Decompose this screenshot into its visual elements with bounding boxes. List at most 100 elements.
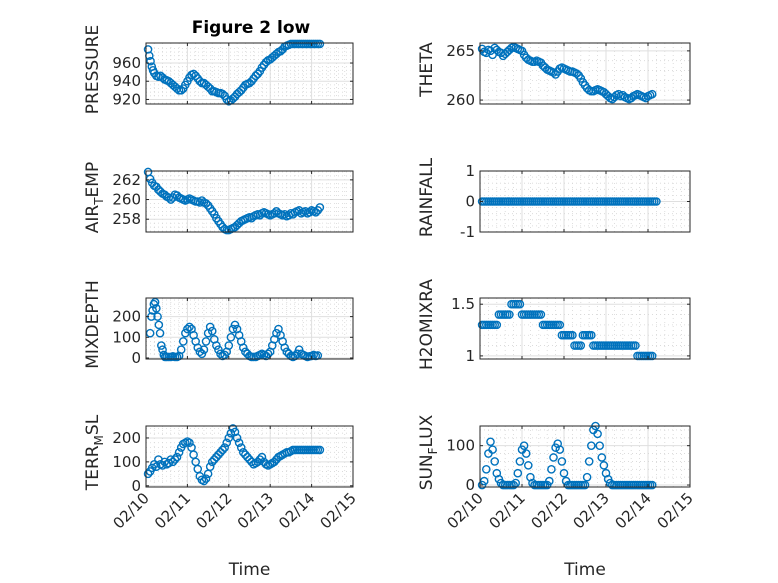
data-point [315,39,325,49]
plot-area [146,43,353,104]
data-point [218,89,227,99]
data-point [593,429,602,439]
y-tick-label: 1.5 [451,295,475,313]
data-point [524,461,533,470]
data-point [238,343,248,352]
data-point [205,322,215,332]
data-point [243,452,252,462]
data-point [582,472,592,482]
y-axis-label: H2OMIXRA [417,279,437,370]
data-point [149,459,159,469]
series-markers [477,42,657,104]
data-point [568,330,577,340]
x-tick-label: 02/11 [486,489,529,532]
data-point [572,69,581,78]
data-point [168,457,178,467]
y-axis-label-subscript: T [92,197,106,206]
data-point [241,450,250,460]
data-point [176,345,186,354]
data-point [195,198,205,207]
data-point [201,337,211,346]
subplot-rainfall: -1 0 1 RAINFALL [417,157,691,241]
data-point [226,332,236,342]
data-point [597,453,607,462]
data-point [652,197,661,206]
data-point [146,56,155,66]
data-point [576,341,586,350]
y-axis-label-main: THETA [417,42,437,98]
data-point [197,349,207,359]
data-point [545,476,554,486]
data-point [557,457,567,466]
data-point [201,199,211,208]
data-point [294,345,304,354]
x-tick-label: 02/14 [275,489,318,532]
data-point [599,461,609,470]
y-axis-label: MIXDEPTH [83,280,103,369]
series-markers [143,424,325,486]
x-tick-label: 02/15 [654,489,697,532]
data-point [647,89,657,99]
data-point [170,455,180,464]
y-axis-label-suffix: LUX [417,414,437,447]
data-point [555,320,565,330]
data-point [172,84,182,93]
data-point [515,457,525,466]
subplot-theta: 260 265 THETA [417,42,691,109]
data-point [238,448,248,457]
y-tick-label: 200 [112,429,141,447]
data-point [272,328,281,338]
y-axis-label: SUNFLUX [417,414,440,490]
data-point [181,328,190,338]
x-tick-label: 02/10 [110,489,153,532]
data-point [647,480,657,490]
y-tick-label: 940 [112,72,141,90]
data-point [176,86,186,95]
data-point [311,208,321,217]
data-point [212,341,221,350]
y-axis-label: AIRTEMP [83,162,106,233]
data-point [150,297,160,307]
x-tick-label: 02/13 [234,489,277,532]
data-point [270,209,279,218]
y-axis-label-subscript: M [92,435,106,445]
data-point [519,441,529,450]
data-point [521,449,531,458]
y-axis-label: PRESSURE [83,25,103,114]
data-point [185,438,194,448]
data-point [263,349,273,359]
y-tick-label: 100 [112,328,141,346]
subplot-h2omixra: 1 1.5 H2OMIXRA [417,279,691,370]
data-point [247,457,256,467]
y-tick-label: 260 [112,191,141,209]
data-point [587,441,596,450]
series-markers [143,167,325,235]
data-point [154,320,164,330]
data-point [515,299,525,309]
data-point [230,320,240,330]
data-point [145,328,155,338]
x-tick-label: 02/11 [151,489,194,532]
subplot-mixdepth: 0 100 200 MIXDEPTH [83,280,354,369]
series-markers [477,197,661,206]
data-point [549,68,558,77]
data-point [280,343,289,352]
axes-box [145,297,354,360]
axes-box [479,42,691,105]
data-point [185,322,194,332]
x-tick-label: 02/15 [317,489,360,532]
data-point [153,312,162,321]
figure-title: Figure 2 low [192,18,311,38]
y-axis-label-main: TERR [83,445,103,491]
x-axis-label: Time [228,560,271,580]
y-axis-label-main: H2OMIXRA [417,279,437,370]
data-point [547,464,556,474]
data-point [580,480,590,490]
data-point [155,328,165,338]
data-point [195,347,205,357]
plot-area [480,426,690,487]
y-tick-label: 100 [112,453,141,471]
